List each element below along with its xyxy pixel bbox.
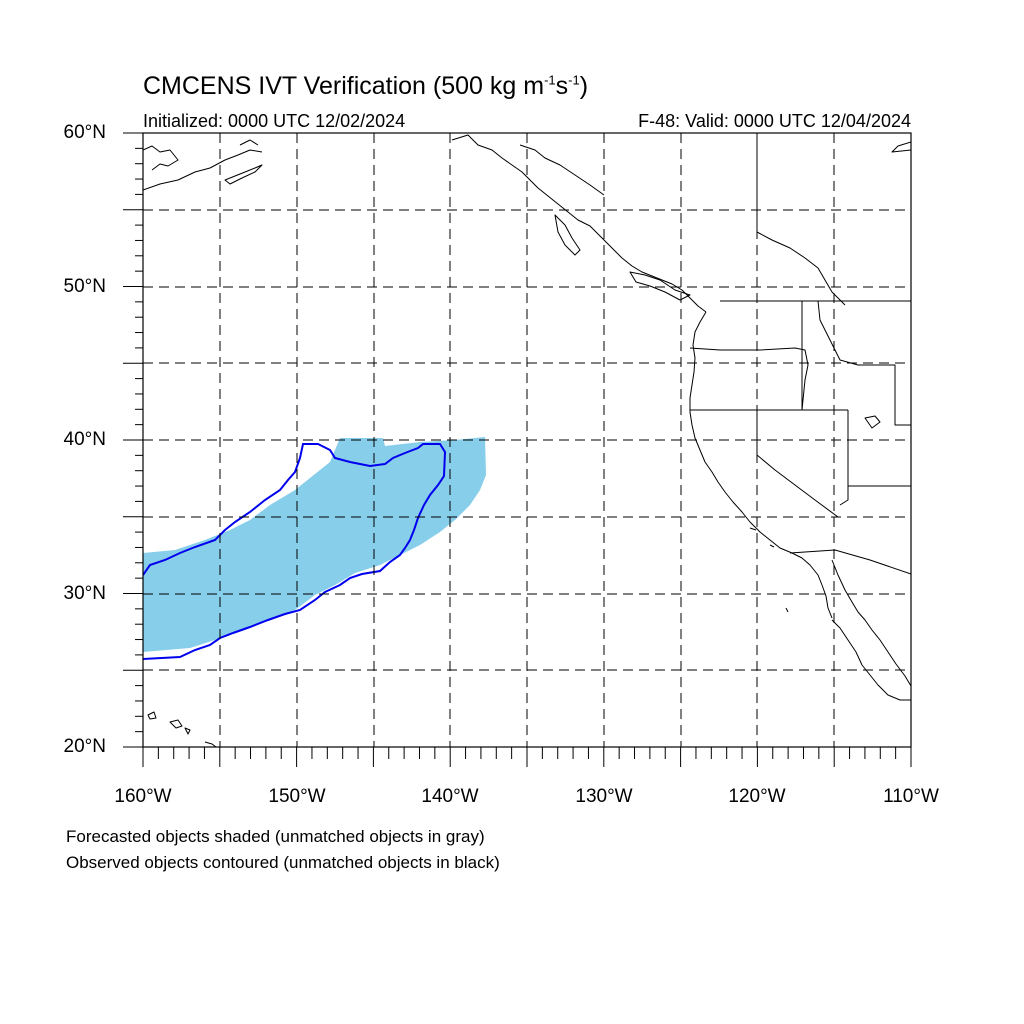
lon-label-120w: 120°W — [728, 786, 786, 807]
lon-label-140w: 140°W — [421, 786, 479, 807]
valid-time: F-48: Valid: 0000 UTC 12/04/2024 — [638, 111, 911, 131]
graticule — [143, 133, 911, 747]
lat-label-20n: 20°N — [63, 736, 106, 757]
lon-label-110w: 110°W — [883, 786, 939, 807]
lat-label-30n: 30°N — [63, 583, 106, 604]
observed-object-contour — [143, 443, 447, 660]
lon-label-160w: 160°W — [114, 786, 172, 807]
initialized-time: Initialized: 0000 UTC 12/02/2024 — [143, 111, 406, 131]
coastlines — [143, 133, 911, 747]
lon-label-150w: 150°W — [268, 786, 326, 807]
map-title: CMCENS IVT Verification (500 kg m-1s-1) — [143, 72, 589, 100]
footnote-forecast: Forecasted objects shaded (unmatched obj… — [66, 827, 485, 846]
lat-label-40n: 40°N — [63, 429, 106, 450]
lon-label-130w: 130°W — [575, 786, 633, 807]
forecast-object — [143, 437, 486, 652]
lat-label-60n: 60°N — [63, 122, 106, 143]
lat-label-50n: 50°N — [63, 276, 106, 297]
footnote-observed: Observed objects contoured (unmatched ob… — [66, 853, 500, 872]
axis-ticks — [123, 132, 912, 767]
